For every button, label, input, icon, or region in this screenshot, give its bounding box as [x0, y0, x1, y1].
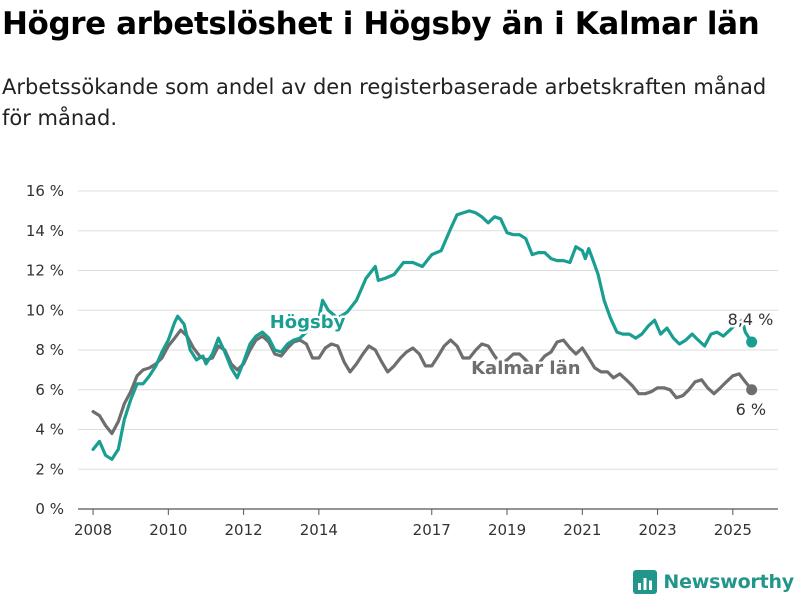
y-tick-label: 10 %: [26, 301, 64, 319]
x-tick-label: 2023: [638, 521, 676, 539]
y-tick-label: 2 %: [35, 460, 64, 478]
x-tick-label: 2008: [74, 521, 112, 539]
x-tick-label: 2012: [224, 521, 262, 539]
line-chart: 2008 2010 2012 2014 2017 2019 2021 2023 2025 0 %…: [26, 182, 778, 539]
series-label-kalmar-lan: Kalmar län: [471, 358, 580, 379]
y-tick-label: 14 %: [26, 222, 64, 240]
y-tick-label: 16 %: [26, 182, 64, 200]
series-line-hogsby: [91, 209, 754, 461]
y-axis: 0 % 2 % 4 % 6 % 8 % 10 % 12 % 14 % 16 %: [26, 182, 64, 518]
newsworthy-logo-icon: [633, 570, 658, 594]
series-labels: Högsby Kalmar län 8,4 % 6 %: [267, 308, 776, 422]
x-tick-label: 2014: [300, 521, 338, 539]
newsworthy-brand[interactable]: Newsworthy: [633, 569, 794, 595]
x-tick-label: 2019: [488, 521, 526, 539]
brand-name: Newsworthy: [663, 571, 794, 593]
gridlines: [78, 190, 778, 510]
y-tick-label: 6 %: [35, 381, 64, 399]
series-label-hogsby: Högsby: [270, 312, 346, 333]
x-axis: 2008 2010 2012 2014 2017 2019 2021 2023 2025: [74, 509, 752, 539]
x-tick-label: 2010: [149, 521, 187, 539]
x-tick-label: 2021: [563, 521, 601, 539]
x-tick-label: 2017: [413, 521, 451, 539]
end-point-marker: [746, 336, 758, 348]
x-tick-label: 2025: [714, 521, 752, 539]
end-value-label-hogsby: 8,4 %: [728, 310, 774, 329]
y-tick-label: 12 %: [26, 262, 64, 280]
end-value-label-kalmar-lan: 6 %: [736, 400, 766, 419]
series-lines: [91, 209, 758, 461]
y-tick-label: 0 %: [35, 500, 64, 518]
y-tick-label: 4 %: [35, 421, 64, 439]
series-line-kalmar-lan: [91, 328, 754, 436]
end-point-marker: [746, 384, 758, 396]
chart-subtitle: Arbetssökande som andel av den registerb…: [2, 75, 767, 130]
y-tick-label: 8 %: [35, 341, 64, 359]
chart-title: Högre arbetslöshet i Högsby än i Kalmar …: [2, 6, 760, 42]
